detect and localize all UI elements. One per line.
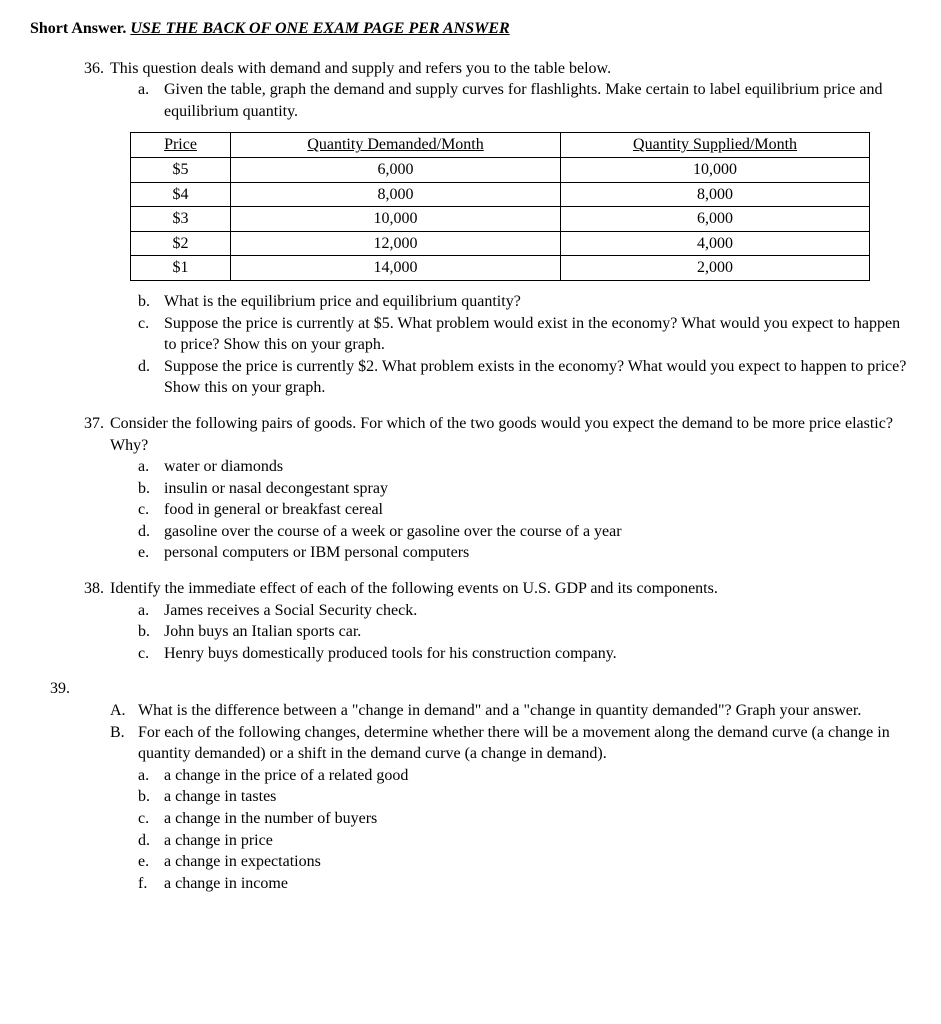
q36-intro: This question deals with demand and supp… (110, 58, 911, 80)
q38-b-letter: b. (138, 621, 164, 643)
q39-Bb-text: a change in tastes (164, 786, 911, 808)
q36-b-text: What is the equilibrium price and equili… (164, 291, 911, 313)
col-supplied: Quantity Supplied/Month (561, 133, 870, 158)
cell: 12,000 (231, 231, 561, 256)
q39-B-letter: B. (110, 722, 138, 765)
q37-a-letter: a. (138, 456, 164, 478)
col-price: Price (131, 133, 231, 158)
table-row: $4 8,000 8,000 (131, 182, 870, 207)
q36-b-letter: b. (138, 291, 164, 313)
q36-c-text: Suppose the price is currently at $5. Wh… (164, 313, 911, 356)
q39-Bc-letter: c. (138, 808, 164, 830)
q39-Bd-text: a change in price (164, 830, 911, 852)
cell: $4 (131, 182, 231, 207)
q37-intro: Consider the following pairs of goods. F… (110, 413, 911, 456)
q38-c-text: Henry buys domestically produced tools f… (164, 643, 911, 665)
cell: 2,000 (561, 256, 870, 281)
q36-c-letter: c. (138, 313, 164, 356)
header-prefix: Short Answer. (30, 20, 130, 37)
q37-d-letter: d. (138, 521, 164, 543)
cell: 6,000 (561, 207, 870, 232)
q39-number: 39. (50, 678, 911, 700)
q39-Ba-text: a change in the price of a related good (164, 765, 911, 787)
q37-b-letter: b. (138, 478, 164, 500)
q36-d-letter: d. (138, 356, 164, 399)
cell: 8,000 (561, 182, 870, 207)
q37-c-letter: c. (138, 499, 164, 521)
q39-Be-letter: e. (138, 851, 164, 873)
table-row: $1 14,000 2,000 (131, 256, 870, 281)
cell: $5 (131, 157, 231, 182)
q36-a-letter: a. (138, 79, 164, 122)
q39-Bd-letter: d. (138, 830, 164, 852)
col-demanded: Quantity Demanded/Month (231, 133, 561, 158)
q38-a-letter: a. (138, 600, 164, 622)
question-36: 36. This question deals with demand and … (80, 58, 911, 399)
q37-number: 37. (80, 413, 110, 564)
table-row: $2 12,000 4,000 (131, 231, 870, 256)
q39-Bf-text: a change in income (164, 873, 911, 895)
question-37: 37. Consider the following pairs of good… (80, 413, 911, 564)
q39-A-text: What is the difference between a "change… (138, 700, 911, 722)
q39-Bb-letter: b. (138, 786, 164, 808)
question-39: 39. A. What is the difference between a … (50, 678, 911, 894)
cell: 8,000 (231, 182, 561, 207)
table-header-row: Price Quantity Demanded/Month Quantity S… (131, 133, 870, 158)
cell: 6,000 (231, 157, 561, 182)
q39-Bf-letter: f. (138, 873, 164, 895)
question-38: 38. Identify the immediate effect of eac… (80, 578, 911, 664)
q38-intro: Identify the immediate effect of each of… (110, 578, 911, 600)
q39-Ba-letter: a. (138, 765, 164, 787)
q39-Bc-text: a change in the number of buyers (164, 808, 911, 830)
cell: 10,000 (231, 207, 561, 232)
q39-B-text: For each of the following changes, deter… (138, 722, 911, 765)
q38-number: 38. (80, 578, 110, 664)
q37-e-letter: e. (138, 542, 164, 564)
page-header: Short Answer. USE THE BACK OF ONE EXAM P… (30, 18, 911, 40)
cell: $2 (131, 231, 231, 256)
cell: $1 (131, 256, 231, 281)
q37-d-text: gasoline over the course of a week or ga… (164, 521, 911, 543)
q37-a-text: water or diamonds (164, 456, 911, 478)
q36-a-text: Given the table, graph the demand and su… (164, 79, 911, 122)
demand-supply-table: Price Quantity Demanded/Month Quantity S… (130, 132, 870, 281)
q37-b-text: insulin or nasal decongestant spray (164, 478, 911, 500)
table-row: $5 6,000 10,000 (131, 157, 870, 182)
q39-A-letter: A. (110, 700, 138, 722)
q38-b-text: John buys an Italian sports car. (164, 621, 911, 643)
q37-c-text: food in general or breakfast cereal (164, 499, 911, 521)
q37-e-text: personal computers or IBM personal compu… (164, 542, 911, 564)
q36-d-text: Suppose the price is currently $2. What … (164, 356, 911, 399)
cell: 10,000 (561, 157, 870, 182)
q38-a-text: James receives a Social Security check. (164, 600, 911, 622)
table-row: $3 10,000 6,000 (131, 207, 870, 232)
cell: 14,000 (231, 256, 561, 281)
cell: 4,000 (561, 231, 870, 256)
cell: $3 (131, 207, 231, 232)
q38-c-letter: c. (138, 643, 164, 665)
header-instruction: USE THE BACK OF ONE EXAM PAGE PER ANSWER (130, 20, 509, 37)
q39-Be-text: a change in expectations (164, 851, 911, 873)
q36-number: 36. (80, 58, 110, 399)
